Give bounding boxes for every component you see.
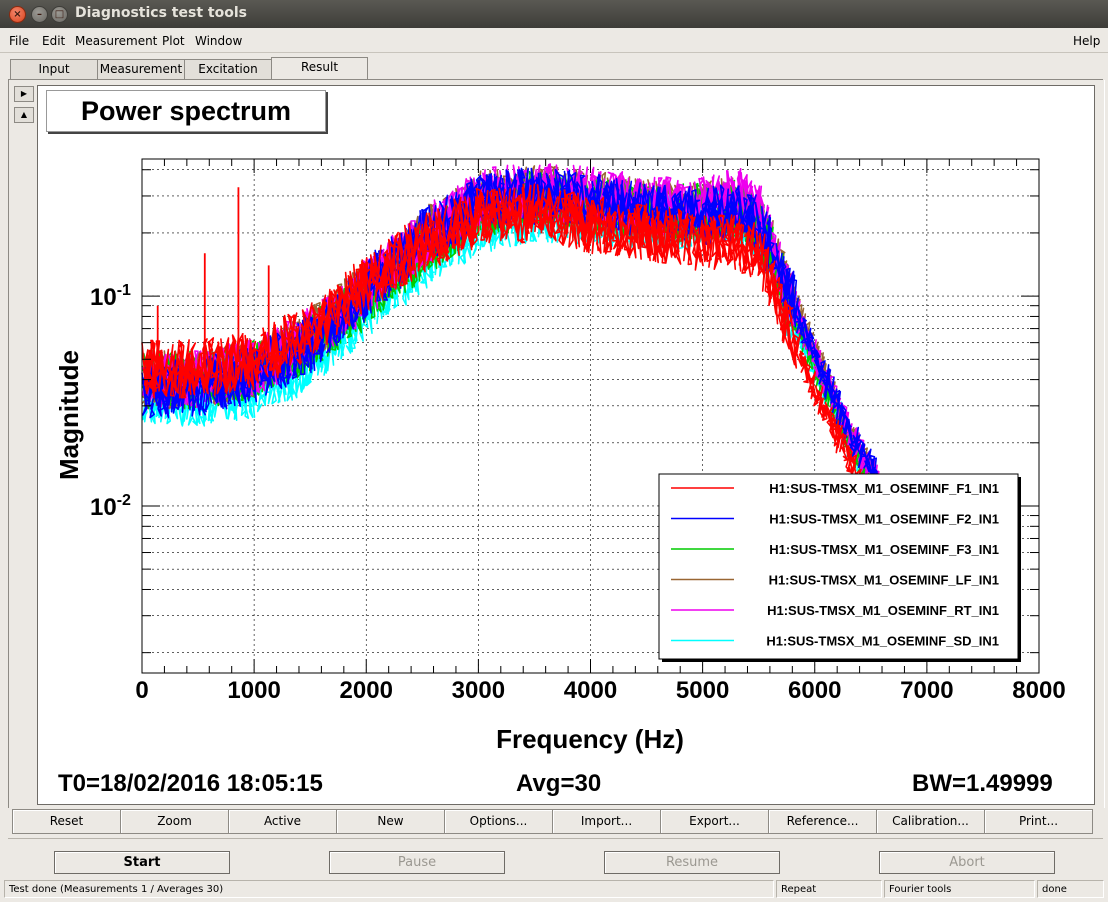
bw-label: BW=1.49999 xyxy=(912,770,1053,797)
export-button[interactable]: Export... xyxy=(660,809,769,834)
options-button[interactable]: Options... xyxy=(444,809,553,834)
reference-button[interactable]: Reference... xyxy=(768,809,877,834)
calibration-button[interactable]: Calibration... xyxy=(876,809,985,834)
window-maximize-button[interactable]: □ xyxy=(51,6,68,23)
menu-plot[interactable]: Plot xyxy=(162,34,185,48)
plot-title: Power spectrum xyxy=(46,90,326,132)
new-button[interactable]: New xyxy=(336,809,445,834)
zoom-button[interactable]: Zoom xyxy=(120,809,229,834)
import-button[interactable]: Import... xyxy=(552,809,661,834)
status-message: Test done (Measurements 1 / Averages 30) xyxy=(4,880,774,898)
result-panel xyxy=(8,80,1105,808)
abort-button[interactable]: Abort xyxy=(879,851,1055,874)
tab-measurement[interactable]: Measurement xyxy=(97,59,185,79)
status-state: done xyxy=(1037,880,1104,898)
reset-button[interactable]: Reset xyxy=(12,809,121,834)
menu-help[interactable]: Help xyxy=(1073,34,1101,48)
window-title: Diagnostics test tools xyxy=(75,5,247,21)
menu-window[interactable]: Window xyxy=(195,34,243,48)
window-titlebar: × – □ Diagnostics test tools xyxy=(0,0,1108,28)
minimize-icon: – xyxy=(37,9,42,20)
menu-measurement[interactable]: Measurement xyxy=(75,34,158,48)
collapse-up-button[interactable]: ▲ xyxy=(14,107,34,123)
menu-edit[interactable]: Edit xyxy=(42,34,66,48)
maximize-icon: □ xyxy=(54,9,65,20)
tab-excitation[interactable]: Excitation xyxy=(184,59,272,79)
close-icon: × xyxy=(13,9,22,20)
tab-divider xyxy=(8,79,1103,80)
tab-input[interactable]: Input xyxy=(10,59,98,79)
separator xyxy=(8,838,1103,839)
triangle-right-icon: ▶ xyxy=(20,89,28,98)
triangle-up-icon: ▲ xyxy=(20,110,28,119)
window-minimize-button[interactable]: – xyxy=(31,6,48,23)
status-fourier: Fourier tools xyxy=(884,880,1035,898)
menu-file[interactable]: File xyxy=(9,34,30,48)
active-button[interactable]: Active xyxy=(228,809,337,834)
tab-bar: Input Measurement Excitation Result xyxy=(8,57,1103,79)
avg-label: Avg=30 xyxy=(516,770,602,797)
resume-button[interactable]: Resume xyxy=(604,851,780,874)
tab-result[interactable]: Result xyxy=(271,57,368,79)
window-close-button[interactable]: × xyxy=(9,6,26,23)
start-button[interactable]: Start xyxy=(54,851,230,874)
plot-toolbar: Reset Zoom Active New Options... Import.… xyxy=(10,809,1093,834)
pause-button[interactable]: Pause xyxy=(329,851,505,874)
status-repeat: Repeat xyxy=(776,880,882,898)
print-button[interactable]: Print... xyxy=(984,809,1093,834)
plot-pad[interactable] xyxy=(37,85,1095,805)
t0-label: T0=18/02/2016 18:05:15 xyxy=(58,770,323,797)
menubar: File Edit Measurement Plot Window Help xyxy=(0,28,1108,53)
expand-right-button[interactable]: ▶ xyxy=(14,86,34,102)
